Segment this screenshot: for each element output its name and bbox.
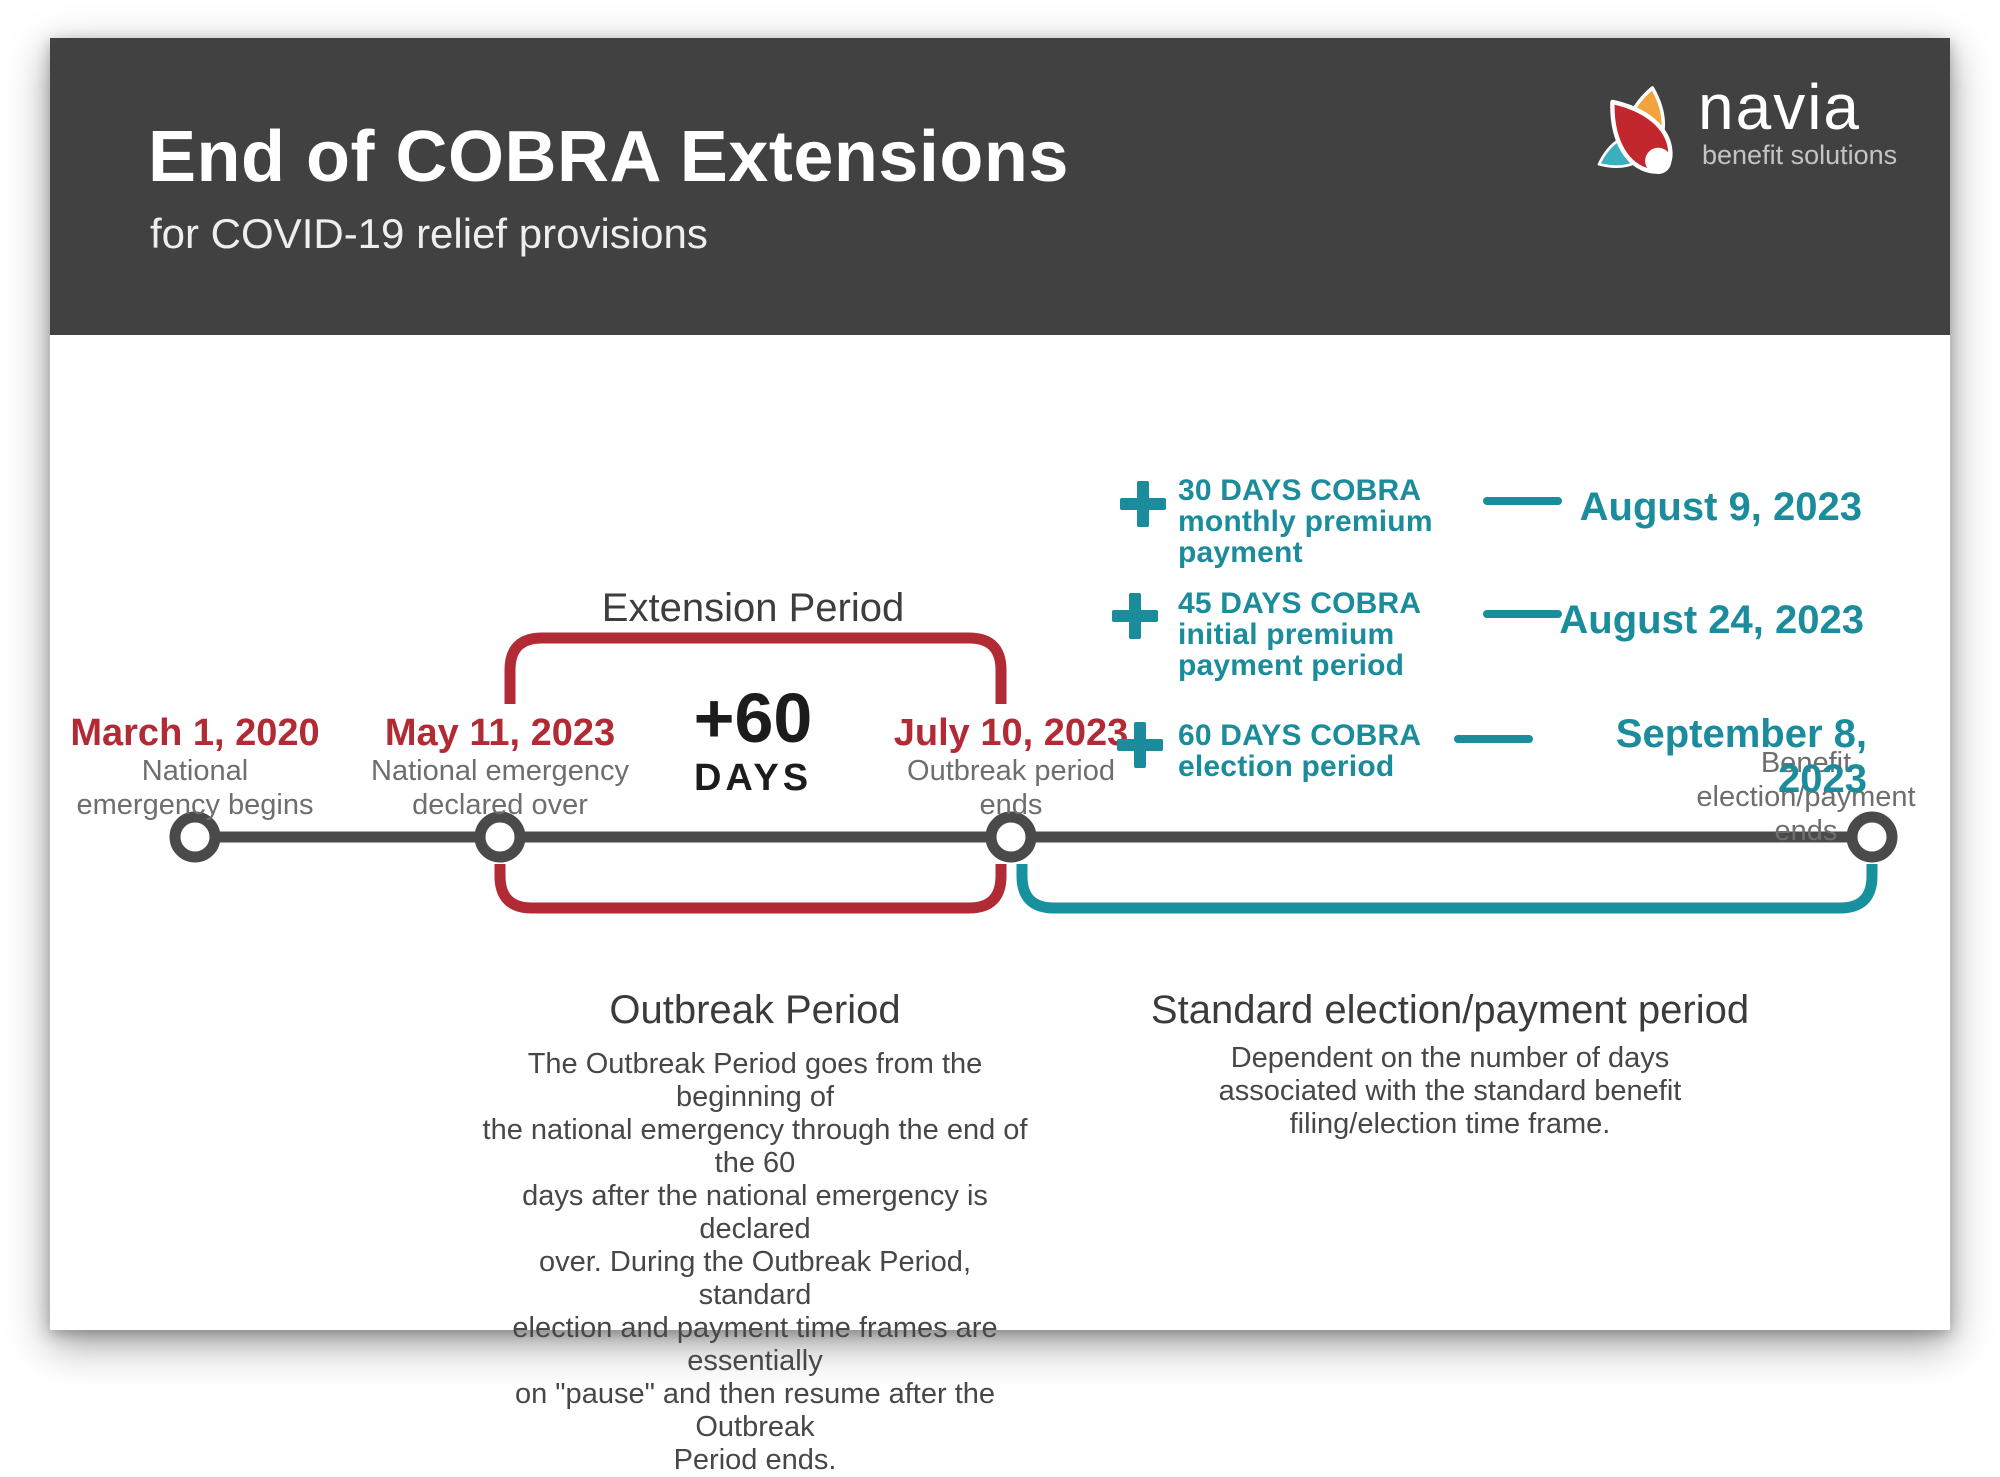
standard-period-description: Dependent on the number of days associat…	[1218, 1042, 1682, 1140]
deadline-label-45-days: 45 DAYS COBRA initial premium payment pe…	[1178, 587, 1422, 682]
page-title: End of COBRA Extensions	[148, 117, 1069, 197]
extension-days-unit: DAYS	[693, 757, 813, 799]
node-date-july-10-2023: July 10, 2023	[893, 712, 1129, 754]
deadline-date-august-9: August 9, 2023	[1579, 485, 1862, 529]
deadline-date-august-24: August 24, 2023	[1559, 598, 1864, 642]
node-date-may-11-2023: May 11, 2023	[384, 712, 616, 754]
deadline-label-30-days: 30 DAYS COBRA monthly premium payment	[1178, 474, 1433, 569]
timeline-node-1	[169, 811, 221, 863]
navia-logo: navia benefit solutions	[1590, 68, 1960, 238]
node-label-outbreak-period-ends: Outbreak period ends	[907, 755, 1115, 821]
standard-period-bracket	[1016, 864, 1878, 914]
deadline-date-september-8: September 8, 2023	[1615, 712, 1867, 801]
header: End of COBRA Extensions for COVID-19 rel…	[50, 38, 1950, 335]
node-label-benefit-election-payment-ends: Benefit election/payment ends	[1696, 747, 1916, 847]
timeline-node-3	[985, 811, 1037, 863]
deadline-label-60-days: 60 DAYS COBRA election period	[1178, 719, 1422, 783]
outbreak-period-description: The Outbreak Period goes from the beginn…	[482, 1048, 1028, 1476]
extension-days-block: +60 DAYS	[603, 683, 903, 800]
standard-period-title: Standard election/payment period	[1150, 988, 1750, 1032]
plus-icon	[1112, 593, 1158, 639]
infographic-card: End of COBRA Extensions for COVID-19 rel…	[50, 38, 1950, 1476]
extension-days-value: +60	[693, 679, 813, 757]
plus-icon	[1120, 481, 1166, 527]
plus-icon	[1117, 722, 1163, 768]
logo-brand-text: navia	[1698, 71, 1861, 143]
node-label-national-emergency-begins: National emergency begins	[76, 755, 314, 821]
node-date-march-1-2020: March 1, 2020	[70, 712, 320, 754]
navia-flower-icon	[1597, 86, 1673, 174]
logo-tagline: benefit solutions	[1702, 140, 1898, 170]
timeline-node-2	[474, 811, 526, 863]
dash-connector	[1483, 497, 1562, 505]
outbreak-period-title: Outbreak Period	[609, 988, 901, 1032]
extension-period-title: Extension Period	[601, 586, 905, 630]
dash-connector	[1454, 735, 1533, 743]
page-subtitle: for COVID-19 relief provisions	[150, 210, 708, 257]
node-label-national-emergency-declared-over: National emergency declared over	[371, 755, 629, 821]
dash-connector	[1483, 610, 1562, 618]
outbreak-period-bracket	[494, 864, 1007, 914]
